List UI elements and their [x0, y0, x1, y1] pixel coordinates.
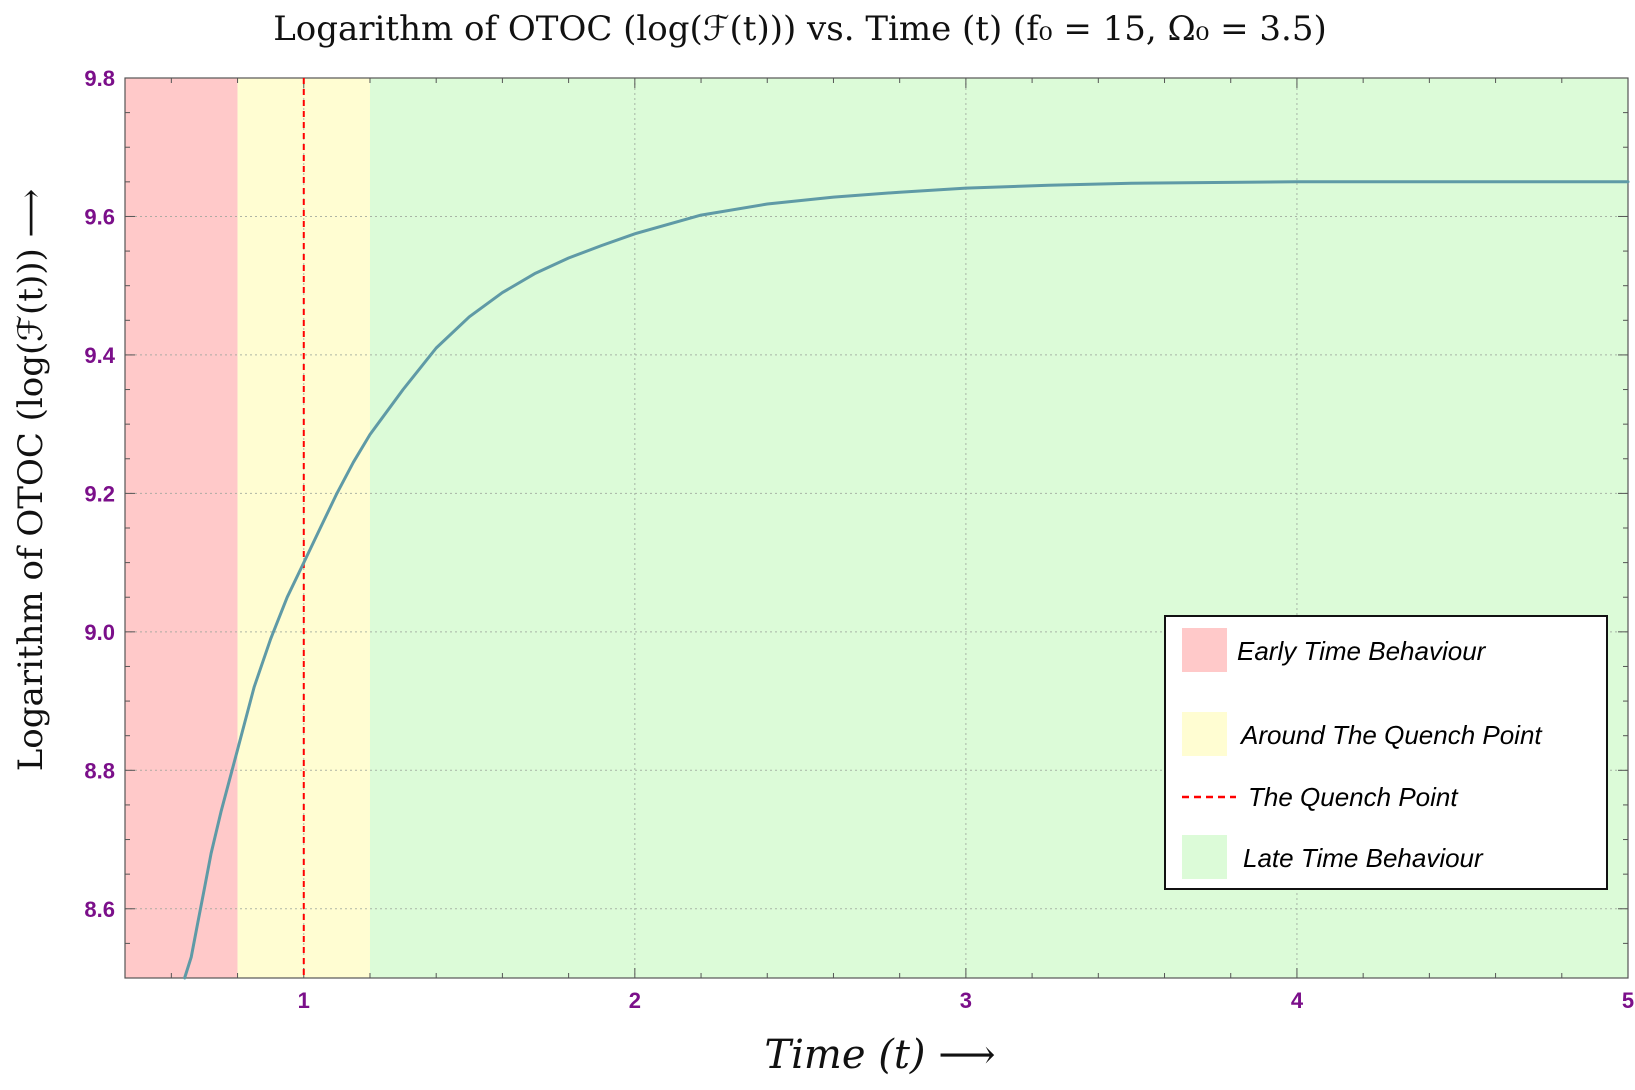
legend-label-late: Late Time Behaviour: [1243, 843, 1484, 873]
y-tick-label-5: 9.4: [84, 343, 115, 368]
y-tick-label-7: 9.8: [84, 66, 115, 91]
series-line-1: [183, 180, 1630, 980]
y-tick-label-6: 9.6: [84, 204, 115, 229]
y-tick-label-1: 8.6: [84, 897, 115, 922]
x-tick-label-5: 5: [1622, 988, 1634, 1013]
y-tick-label-4: 9.2: [84, 481, 115, 506]
y-axis-label: Logarithm of OTOC (log(ℱ(t))) ⟶: [11, 189, 51, 772]
x-axis-label: Time (t) ⟶: [764, 1032, 995, 1078]
legend: Early Time Behaviour Around The Quench P…: [1164, 615, 1608, 890]
legend-label-around: Around The Quench Point: [1239, 720, 1543, 750]
legend-swatch-early: [1182, 628, 1227, 672]
x-tick-label-4: 4: [1291, 988, 1304, 1013]
x-tick-label-3: 3: [960, 988, 972, 1013]
x-tick-label-2: 2: [629, 988, 641, 1013]
region-1: [125, 78, 238, 978]
legend-swatch-around: [1182, 712, 1227, 756]
legend-label-early: Early Time Behaviour: [1237, 636, 1487, 666]
legend-label-quench: The Quench Point: [1248, 782, 1459, 812]
legend-box: [1164, 615, 1608, 890]
chart-title: Logarithm of OTOC (log(ℱ(t))) vs. Time (…: [273, 9, 1327, 49]
y-tick-label-2: 8.8: [84, 758, 115, 783]
y-tick-label-3: 9.0: [84, 620, 115, 645]
legend-swatch-late: [1182, 835, 1227, 879]
x-tick-label-1: 1: [298, 988, 310, 1013]
